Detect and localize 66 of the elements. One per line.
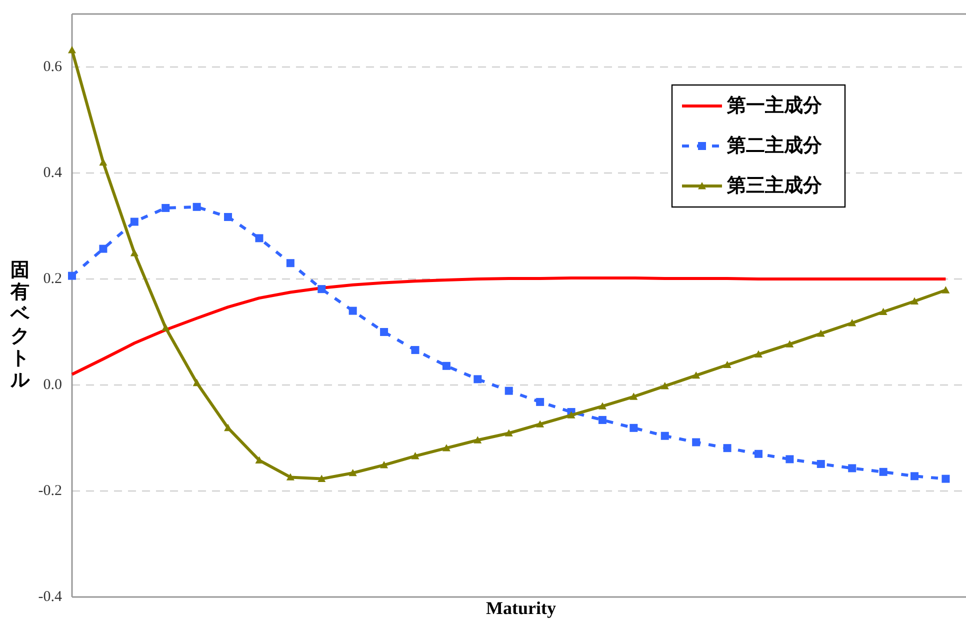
point [380, 461, 388, 468]
point [816, 460, 825, 468]
point [879, 308, 888, 316]
point [598, 416, 606, 424]
point [411, 346, 420, 354]
point [660, 382, 669, 390]
point [474, 436, 482, 444]
ytick: 0.0 [43, 377, 62, 393]
point [754, 450, 762, 458]
point [910, 472, 919, 480]
point [286, 259, 294, 268]
point [630, 392, 638, 400]
point [411, 452, 420, 460]
ylabel: 固有ベクトル [10, 260, 30, 391]
legend-label: 第三主成分 [726, 174, 823, 196]
ytick: 0.6 [43, 59, 62, 75]
point [754, 350, 762, 358]
ytick: -0.2 [38, 483, 62, 499]
point [848, 318, 856, 326]
point [598, 402, 606, 410]
point [286, 473, 294, 480]
xlabel: Maturity [486, 598, 556, 618]
point [130, 249, 138, 256]
point [816, 330, 825, 337]
point [910, 297, 919, 304]
point [162, 204, 170, 212]
ytick: 0.2 [43, 271, 62, 287]
point [692, 438, 700, 446]
point [68, 46, 76, 54]
point [879, 468, 888, 476]
point [567, 411, 576, 418]
point [68, 272, 76, 280]
point [192, 378, 201, 386]
point [348, 468, 357, 476]
point [630, 424, 638, 432]
point [255, 234, 264, 242]
point [99, 158, 108, 166]
point [318, 474, 326, 482]
ytick: 0.4 [43, 165, 62, 181]
ytick: -0.4 [38, 589, 62, 605]
point [442, 362, 450, 370]
point [130, 218, 138, 226]
point [942, 286, 950, 294]
point [224, 212, 232, 221]
point [786, 340, 794, 348]
point [380, 328, 388, 336]
legend-label: 第二主成分 [726, 134, 823, 156]
point [660, 432, 669, 440]
point [162, 324, 170, 331]
point [348, 306, 357, 315]
point [942, 474, 950, 483]
point [536, 398, 544, 406]
point [318, 285, 326, 294]
point [786, 455, 794, 464]
point [99, 244, 108, 253]
point [504, 386, 513, 395]
point [474, 375, 482, 384]
point [504, 429, 513, 436]
point [536, 420, 544, 428]
point [192, 202, 201, 211]
point [442, 444, 450, 452]
point [692, 371, 700, 379]
point [848, 464, 856, 472]
point [723, 360, 732, 368]
point [723, 444, 732, 452]
legend-label: 第一主成分 [726, 94, 823, 116]
